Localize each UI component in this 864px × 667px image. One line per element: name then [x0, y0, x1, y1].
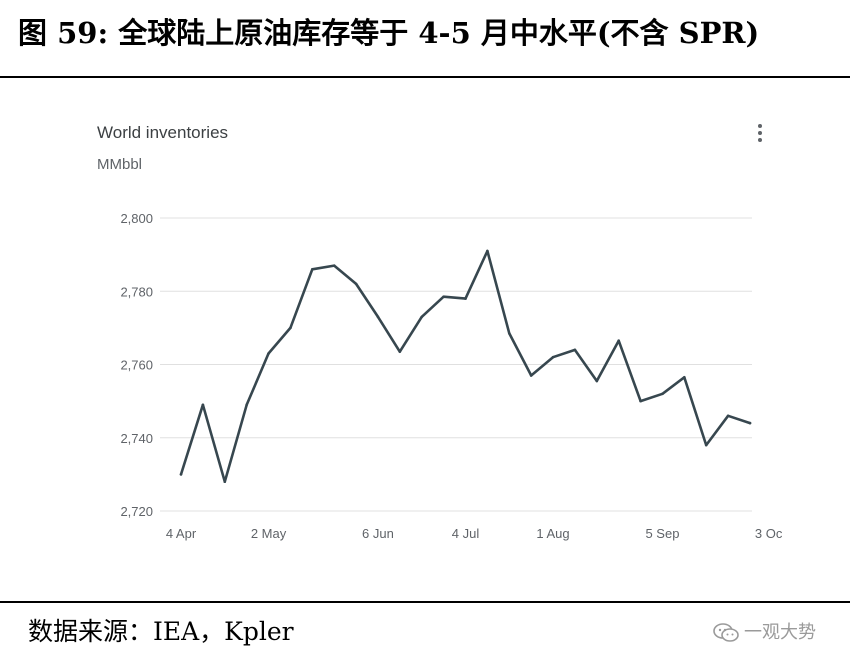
y-tick-label: 2,720: [120, 504, 153, 519]
x-tick-label: 3 Oc: [755, 526, 783, 541]
data-point: [376, 315, 380, 319]
wechat-icon: [713, 623, 739, 642]
data-point: [398, 350, 402, 353]
data-point: [661, 392, 664, 396]
y-axis-unit-label: MMbbl: [97, 156, 143, 173]
data-point: [289, 326, 292, 330]
series-line: [179, 249, 752, 484]
chart-card: [80, 100, 780, 570]
data-point: [179, 473, 183, 476]
y-tick-label: 2,760: [120, 358, 153, 373]
data-point: [332, 264, 336, 267]
x-tick-label: 4 Jul: [452, 526, 480, 541]
x-tick-label: 2 May: [251, 526, 287, 541]
top-rule: [0, 76, 850, 78]
x-tick-label: 1 Aug: [536, 526, 569, 541]
data-point: [464, 297, 467, 300]
data-point: [486, 249, 489, 253]
data-point: [573, 348, 577, 352]
y-tick-label: 2,780: [120, 284, 153, 299]
data-point: [529, 374, 533, 377]
data-point: [354, 282, 358, 286]
data-point: [442, 295, 445, 299]
data-point: [726, 414, 730, 418]
data-point: [420, 315, 424, 319]
data-point: [311, 267, 314, 271]
data-point: [201, 403, 205, 407]
data-point: [595, 379, 599, 383]
data-point: [507, 332, 511, 335]
x-tick-label: 4 Apr: [166, 526, 197, 541]
data-point: [639, 399, 642, 403]
data-point: [683, 376, 686, 379]
data-point: [267, 352, 270, 355]
y-tick-label: 2,740: [120, 431, 153, 446]
watermark-text: 一观大势: [744, 622, 816, 643]
chart-title: World inventories: [97, 123, 229, 142]
x-tick-label: 5 Sep: [645, 526, 679, 541]
data-point: [223, 480, 227, 484]
figure-title: 图 59: 全球陆上原油库存等于 4-5 月中水平(不含 SPR): [18, 16, 760, 50]
data-point: [748, 421, 752, 425]
data-point: [704, 443, 708, 447]
data-point: [617, 339, 620, 342]
x-tick-label: 6 Jun: [362, 526, 394, 541]
more-vert-icon[interactable]: [752, 124, 768, 146]
y-tick-label: 2,800: [120, 211, 153, 226]
watermark: 一观大势: [712, 618, 816, 644]
source-note: 数据来源：IEA，Kpler: [28, 617, 294, 646]
bottom-rule: [0, 601, 850, 603]
data-point: [551, 355, 555, 359]
data-point: [245, 403, 248, 407]
